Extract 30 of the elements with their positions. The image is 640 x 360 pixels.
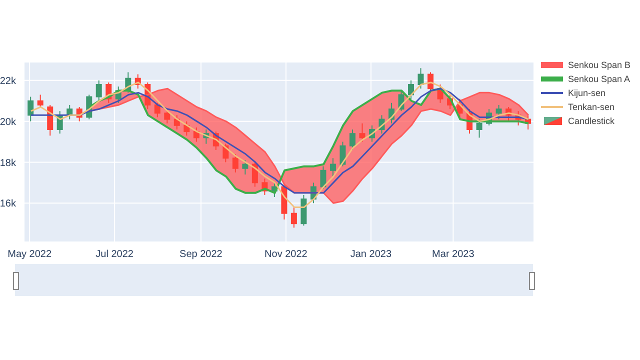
candlestick	[154, 102, 160, 118]
candlestick	[320, 166, 326, 190]
x-tick-label: Mar 2023	[432, 249, 475, 260]
y-tick-label: 20k	[0, 116, 17, 128]
candlestick	[96, 80, 102, 102]
y-tick-label: 16k	[0, 198, 17, 210]
candlestick	[242, 160, 248, 175]
candlestick	[290, 206, 297, 228]
x-tick-label: Sep 2022	[180, 249, 223, 260]
x-tick-label: May 2022	[8, 249, 52, 260]
y-tick-label: 22k	[0, 76, 17, 87]
candlestick	[330, 158, 336, 178]
candlestick	[232, 154, 238, 173]
candlestick	[476, 118, 482, 138]
x-tick-label: Jan 2023	[350, 249, 392, 260]
x-tick-label: Jul 2022	[96, 249, 134, 260]
legend-label: Kijun-sen	[568, 88, 606, 98]
candlestick	[28, 96, 34, 122]
x-tick-label: Nov 2022	[264, 249, 308, 260]
legend-label: Senkou Span A	[568, 74, 630, 84]
candlestick	[418, 68, 424, 90]
candlestick	[359, 122, 366, 142]
legend-label: Tenkan-sen	[568, 102, 615, 112]
y-tick-label: 18k	[0, 158, 17, 169]
legend-label: Candlestick	[568, 116, 615, 126]
candlestick	[37, 94, 44, 108]
candlestick	[349, 129, 356, 150]
candlestick	[496, 104, 502, 120]
legend-label: Senkou Span B	[568, 60, 631, 70]
candlestick	[164, 108, 170, 124]
